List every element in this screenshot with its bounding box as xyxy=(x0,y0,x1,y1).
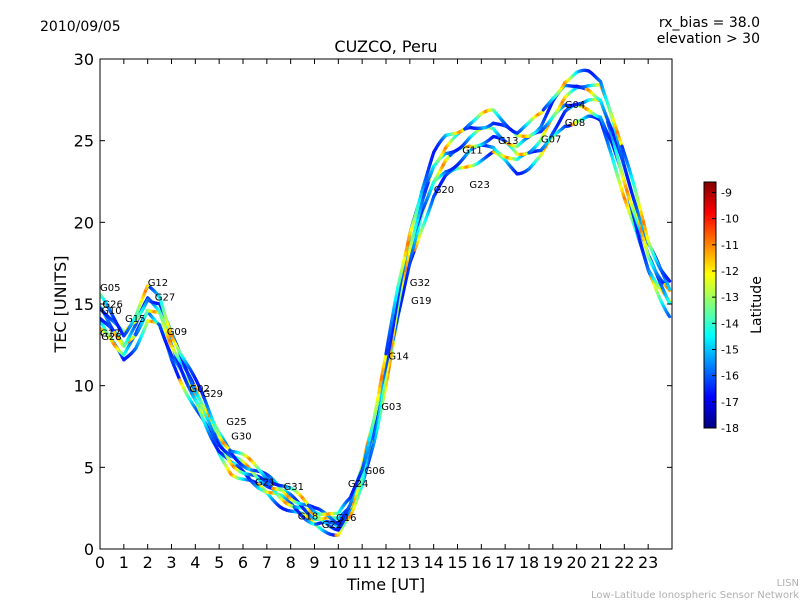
prn-label-g25: G25 xyxy=(226,417,246,428)
colorbar-tick-label: -14 xyxy=(721,317,739,330)
x-tick-label: 5 xyxy=(214,553,224,572)
x-tick-label: 11 xyxy=(352,553,372,572)
y-axis: 0 5 10 15 20 25 30 xyxy=(74,50,672,559)
x-axis-label: Time [UT] xyxy=(346,575,425,594)
x-tick-label: 23 xyxy=(638,553,658,572)
prn-label-g12: G12 xyxy=(148,278,168,289)
colorbar-gradient xyxy=(703,181,717,429)
tec-trace-segment xyxy=(666,299,672,305)
colorbar-tick-label: -11 xyxy=(721,239,739,252)
x-tick-label: 14 xyxy=(423,553,443,572)
prn-label-g29: G29 xyxy=(203,389,223,400)
prn-label-g11: G11 xyxy=(462,146,482,157)
y-tick-label: 25 xyxy=(74,132,94,151)
x-tick-label: 4 xyxy=(190,553,200,572)
colorbar: -9 -10 -11 -12 -13 -14 -15 -16 -17 -18 Latitude xyxy=(703,181,765,435)
y-tick-label: 15 xyxy=(74,295,94,314)
prn-label-g30: G30 xyxy=(231,432,251,443)
prn-label-g07: G07 xyxy=(541,134,561,145)
x-tick-label: 18 xyxy=(519,553,539,572)
prn-label-g28: G28 xyxy=(101,332,121,343)
prn-label-g19: G19 xyxy=(411,296,431,307)
x-axis: 0 1 2 3 4 5 6 7 8 9 10 11 12 13 14 15 16 17 18 19 20 21 22 23 xyxy=(95,59,658,572)
prn-label-g13: G13 xyxy=(498,136,518,147)
x-tick-label: 8 xyxy=(286,553,296,572)
x-tick-label: 22 xyxy=(614,553,634,572)
y-tick-label: 5 xyxy=(84,458,94,477)
colorbar-tick-label: -18 xyxy=(721,422,739,435)
x-tick-label: 20 xyxy=(566,553,586,572)
tec-trace-segment xyxy=(666,284,672,291)
prn-label-g22: G22 xyxy=(322,520,342,531)
tec-series xyxy=(100,68,672,537)
prn-label-g09: G09 xyxy=(167,327,187,338)
colorbar-label: Latitude xyxy=(749,276,765,334)
date-label: 2010/09/05 xyxy=(40,19,121,35)
y-tick-label: 10 xyxy=(74,377,94,396)
colorbar-tick-label: -17 xyxy=(721,396,739,409)
colorbar-tick-label: -12 xyxy=(721,265,739,278)
colorbar-tick-label: -15 xyxy=(721,343,739,356)
prn-label-g06: G06 xyxy=(365,466,385,477)
x-tick-label: 9 xyxy=(309,553,319,572)
y-axis-label: TEC [UNITS] xyxy=(51,256,70,354)
x-tick-label: 15 xyxy=(447,553,467,572)
prn-label-g32: G32 xyxy=(410,278,430,289)
prn-label-g02: G02 xyxy=(189,384,209,395)
prn-label-g24: G24 xyxy=(348,479,368,490)
prn-label-g31: G31 xyxy=(284,482,304,493)
prn-label-g23: G23 xyxy=(469,180,489,191)
prn-label-g10: G10 xyxy=(101,306,121,317)
prn-label-g05: G05 xyxy=(100,283,120,294)
colorbar-tick-label: -13 xyxy=(721,291,739,304)
prn-label-g21: G21 xyxy=(255,477,275,488)
x-tick-label: 1 xyxy=(119,553,129,572)
x-tick-label: 2 xyxy=(143,553,153,572)
prn-label-g15: G15 xyxy=(125,314,145,325)
prn-label-g18: G18 xyxy=(298,512,318,523)
prn-label-g03: G03 xyxy=(381,402,401,413)
rx-bias-label: rx_bias = 38.0 xyxy=(659,15,760,31)
footer-network-abbrev: LISN xyxy=(777,578,799,589)
chart-title: CUZCO, Peru xyxy=(334,37,437,56)
colorbar-tick-label: -16 xyxy=(721,370,739,383)
x-tick-label: 17 xyxy=(495,553,515,572)
colorbar-tick-label: -9 xyxy=(721,186,732,199)
x-tick-label: 3 xyxy=(166,553,176,572)
x-tick-label: 0 xyxy=(95,553,105,572)
plot-frame xyxy=(99,58,673,550)
elevation-label: elevation > 30 xyxy=(657,31,760,47)
y-tick-label: 0 xyxy=(84,540,94,559)
tec-trace-segment xyxy=(666,313,672,319)
prn-label-g16: G16 xyxy=(336,513,356,524)
prn-label-g17: G17 xyxy=(100,329,120,340)
colorbar-ticks: -9 -10 -11 -12 -13 -14 -15 -16 -17 -18 xyxy=(712,186,739,435)
x-tick-label: 21 xyxy=(590,553,610,572)
x-tick-label: 16 xyxy=(471,553,491,572)
x-tick-label: 12 xyxy=(376,553,396,572)
tec-trace-segment xyxy=(666,278,672,283)
x-tick-label: 13 xyxy=(400,553,420,572)
y-tick-label: 20 xyxy=(74,213,94,232)
prn-label-g27: G27 xyxy=(155,293,175,304)
prn-label-g20: G20 xyxy=(434,185,454,196)
colorbar-tick-label: -10 xyxy=(721,213,739,226)
prn-label-g04: G04 xyxy=(565,100,585,111)
x-tick-label: 7 xyxy=(262,553,272,572)
x-tick-label: 10 xyxy=(328,553,348,572)
y-tick-label: 30 xyxy=(74,50,94,69)
prn-label-g14: G14 xyxy=(388,352,408,363)
x-tick-label: 6 xyxy=(238,553,248,572)
x-tick-label: 19 xyxy=(543,553,563,572)
prn-label-g08: G08 xyxy=(565,118,585,129)
footer-network-name: Low-Latitude Ionospheric Sensor Network xyxy=(591,590,799,600)
prn-label-g26: G26 xyxy=(102,299,122,310)
